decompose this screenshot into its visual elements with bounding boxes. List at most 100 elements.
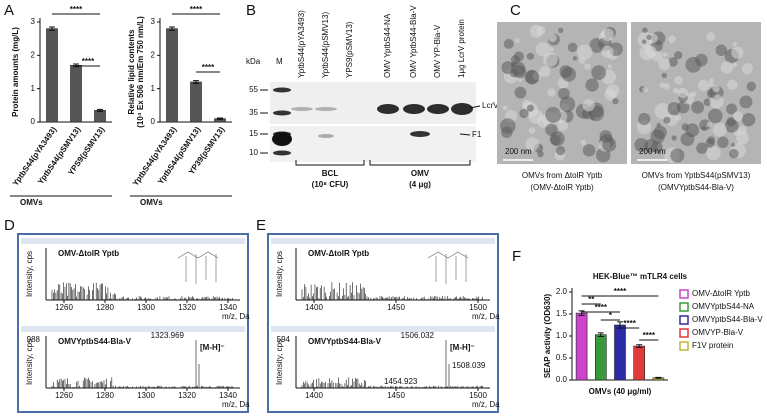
vesicle: [503, 38, 514, 49]
spectrum-header: [21, 326, 245, 332]
vesicle: [582, 144, 596, 157]
vesicle: [691, 100, 705, 114]
spectrum-xlabel: m/z, Da: [472, 312, 500, 321]
legend-swatch: [679, 289, 689, 299]
y-tick-label: 1: [151, 84, 156, 93]
vesicle: [706, 32, 716, 42]
error-bar: [193, 80, 199, 84]
vesicle: [638, 112, 651, 126]
peak-label: 1506.032: [401, 331, 435, 340]
spectrum-frame: [17, 233, 249, 413]
vesicle: [519, 108, 529, 119]
vesicle: [672, 87, 679, 94]
x-axis-label: OMVs (40 μg/ml): [589, 387, 652, 396]
y-tick-label: 2.0: [556, 287, 568, 296]
spectrum-ymax: 594: [277, 335, 291, 344]
spectrum-tick-label: 1280: [96, 303, 114, 312]
vesicle: [601, 45, 614, 58]
vesicle: [557, 120, 569, 131]
spectrum-tick-label: 1320: [178, 391, 196, 400]
vesicle: [558, 27, 564, 34]
caption: OMVs from ΔtolR Yptb: [522, 171, 603, 180]
significance-label: ****: [70, 5, 83, 14]
spectrum-ylabel: Intensity, cps: [25, 339, 34, 385]
spectrum-tick-label: 1320: [178, 303, 196, 312]
vesicle: [674, 75, 683, 85]
vesicle: [547, 88, 556, 97]
vesicle: [730, 142, 736, 147]
legend-label: OMVYptbS44-NA: [692, 302, 755, 311]
vesicle: [572, 56, 578, 61]
vesicle: [706, 121, 712, 128]
vesicle: [591, 65, 607, 80]
spectrum-xlabel: m/z, Da: [222, 312, 250, 321]
lcrv-band: [377, 104, 399, 114]
legend-swatch: [679, 328, 689, 338]
vesicle: [584, 63, 591, 70]
vesicle: [599, 130, 613, 143]
vesicle: [606, 84, 620, 98]
y-tick-label: 3: [31, 17, 36, 26]
group-label: OMVs: [20, 198, 43, 207]
spectrum-tick-label: 1300: [137, 303, 155, 312]
error-bar: [636, 344, 643, 348]
vesicle: [715, 44, 727, 56]
vesicle: [706, 145, 721, 161]
vesicle: [536, 26, 546, 36]
vesicle: [514, 38, 520, 44]
vesicle: [642, 27, 648, 33]
vesicle: [585, 78, 599, 92]
vesicle: [535, 42, 550, 57]
vesicle: [502, 105, 508, 111]
structure-sketch: [177, 251, 219, 284]
vesicle: [696, 142, 708, 154]
group-amount: (4 μg): [409, 180, 431, 189]
vesicle: [513, 65, 527, 79]
vesicle: [675, 114, 682, 121]
panel-label: C: [510, 2, 521, 19]
vesicle: [685, 56, 702, 73]
marker-size: 15: [249, 129, 258, 138]
vesicle: [526, 104, 534, 112]
f1-band: [410, 131, 430, 137]
legend-label: OMVYptbS44-Bla-V: [692, 315, 763, 324]
y-tick-label: 2: [151, 50, 156, 59]
vesicle: [720, 61, 734, 74]
significance-label: ****: [190, 5, 203, 14]
peak-label: 1508.039: [452, 361, 486, 370]
vesicle: [746, 81, 757, 92]
vesicle: [550, 134, 561, 146]
x-tick-label: YptbS44(pYA3493): [131, 125, 179, 188]
marker-size: 35: [249, 108, 258, 117]
vesicle: [663, 83, 670, 90]
spectrum-tick-label: 1500: [469, 303, 487, 312]
group-name: OMV: [411, 169, 430, 178]
lane-label: YPS9(pSMV13): [345, 21, 354, 78]
y-tick-label: 0.0: [556, 375, 568, 384]
vesicle: [518, 78, 523, 83]
vesicle: [709, 94, 724, 109]
significance-label: **: [588, 295, 595, 304]
group-amount: (10⁸ CFU): [312, 180, 349, 189]
legend-swatch: [679, 341, 689, 351]
vesicle: [582, 99, 595, 112]
vesicle: [726, 103, 738, 115]
vesicle: [580, 139, 587, 146]
peak-label: 1454.923: [384, 377, 418, 386]
vesicle: [654, 103, 671, 119]
band-label: LcrV: [482, 101, 499, 110]
spectrum-header: [21, 238, 245, 244]
group-label: OMVs: [140, 198, 163, 207]
legend-label: OMV-ΔtolR Yptb: [692, 289, 751, 298]
vesicle: [601, 28, 614, 42]
vesicle: [707, 108, 723, 124]
vesicle: [668, 35, 676, 44]
vesicle: [667, 102, 681, 116]
y-axis-label: Protein amounts (mg/L): [11, 27, 20, 117]
vesicle: [641, 39, 647, 45]
panel-label: F: [512, 248, 521, 265]
f1-band: [318, 134, 334, 138]
vesicle: [559, 96, 576, 112]
y-axis-label: Relative lipid contents: [127, 29, 136, 114]
vesicle: [681, 123, 689, 131]
